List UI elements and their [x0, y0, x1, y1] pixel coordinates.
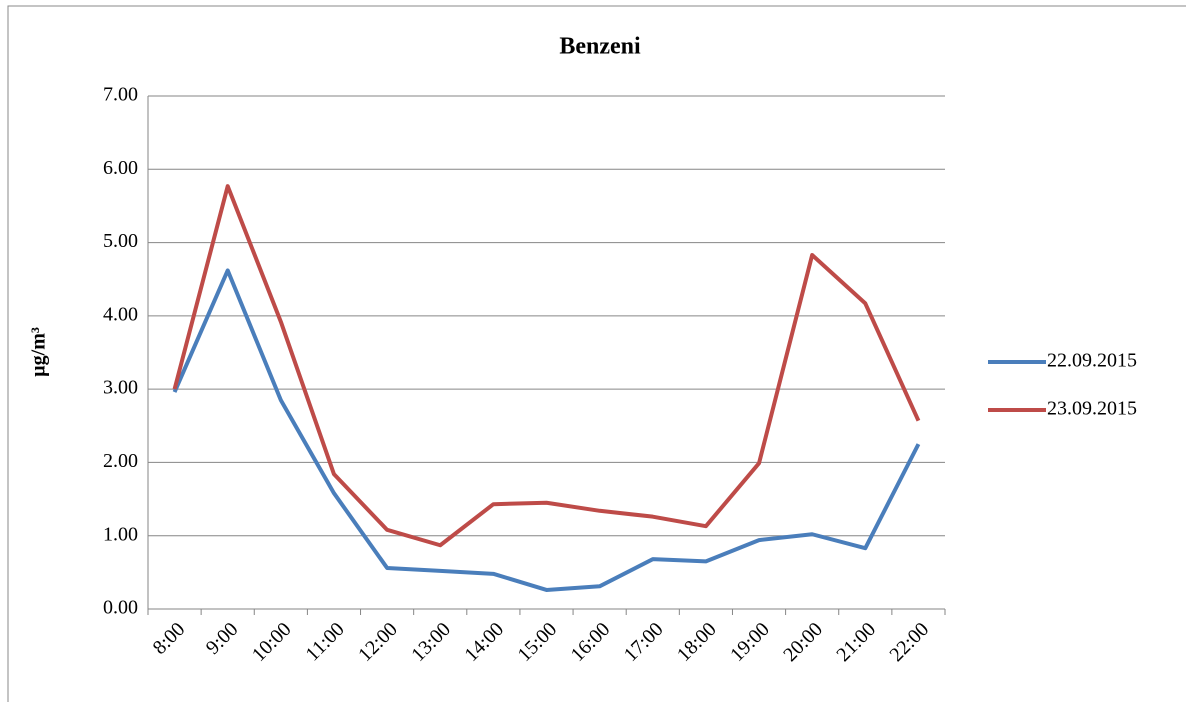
x-tick-label: 18:00 [673, 618, 721, 666]
series-line [172, 184, 921, 548]
x-tick-label: 13:00 [407, 618, 455, 666]
y-tick-label: 5.00 [103, 230, 138, 252]
x-tick-label: 14:00 [460, 618, 508, 666]
x-tick-label: 17:00 [620, 618, 668, 666]
y-tick-label: 2.00 [103, 450, 138, 472]
y-tick-label: 3.00 [103, 377, 138, 399]
y-tick-label: 1.00 [103, 523, 138, 545]
x-tick-label: 15:00 [514, 618, 562, 666]
y-axis-label: µg/m³ [28, 327, 50, 377]
legend-label: 22.09.2015 [1047, 350, 1137, 372]
series-line [172, 268, 921, 592]
y-tick-label: 6.00 [103, 157, 138, 179]
legend-label: 23.09.2015 [1047, 398, 1137, 420]
x-tick-label: 22:00 [885, 618, 933, 666]
x-tick-label: 16:00 [567, 618, 615, 666]
x-tick-label: 20:00 [779, 618, 827, 666]
x-tick-label: 19:00 [726, 618, 774, 666]
y-tick-label: 0.00 [103, 597, 138, 619]
x-tick-label: 8:00 [149, 618, 190, 659]
y-tick-label: 4.00 [103, 303, 138, 325]
x-tick-label: 21:00 [832, 618, 880, 666]
y-tick-label: 7.00 [103, 84, 138, 106]
x-tick-label: 9:00 [202, 618, 243, 659]
x-tick-label: 10:00 [248, 618, 296, 666]
chart-title: Benzeni [559, 34, 641, 60]
chart-border [7, 5, 1186, 702]
x-tick-label: 12:00 [354, 618, 402, 666]
x-tick-label: 11:00 [301, 618, 348, 665]
